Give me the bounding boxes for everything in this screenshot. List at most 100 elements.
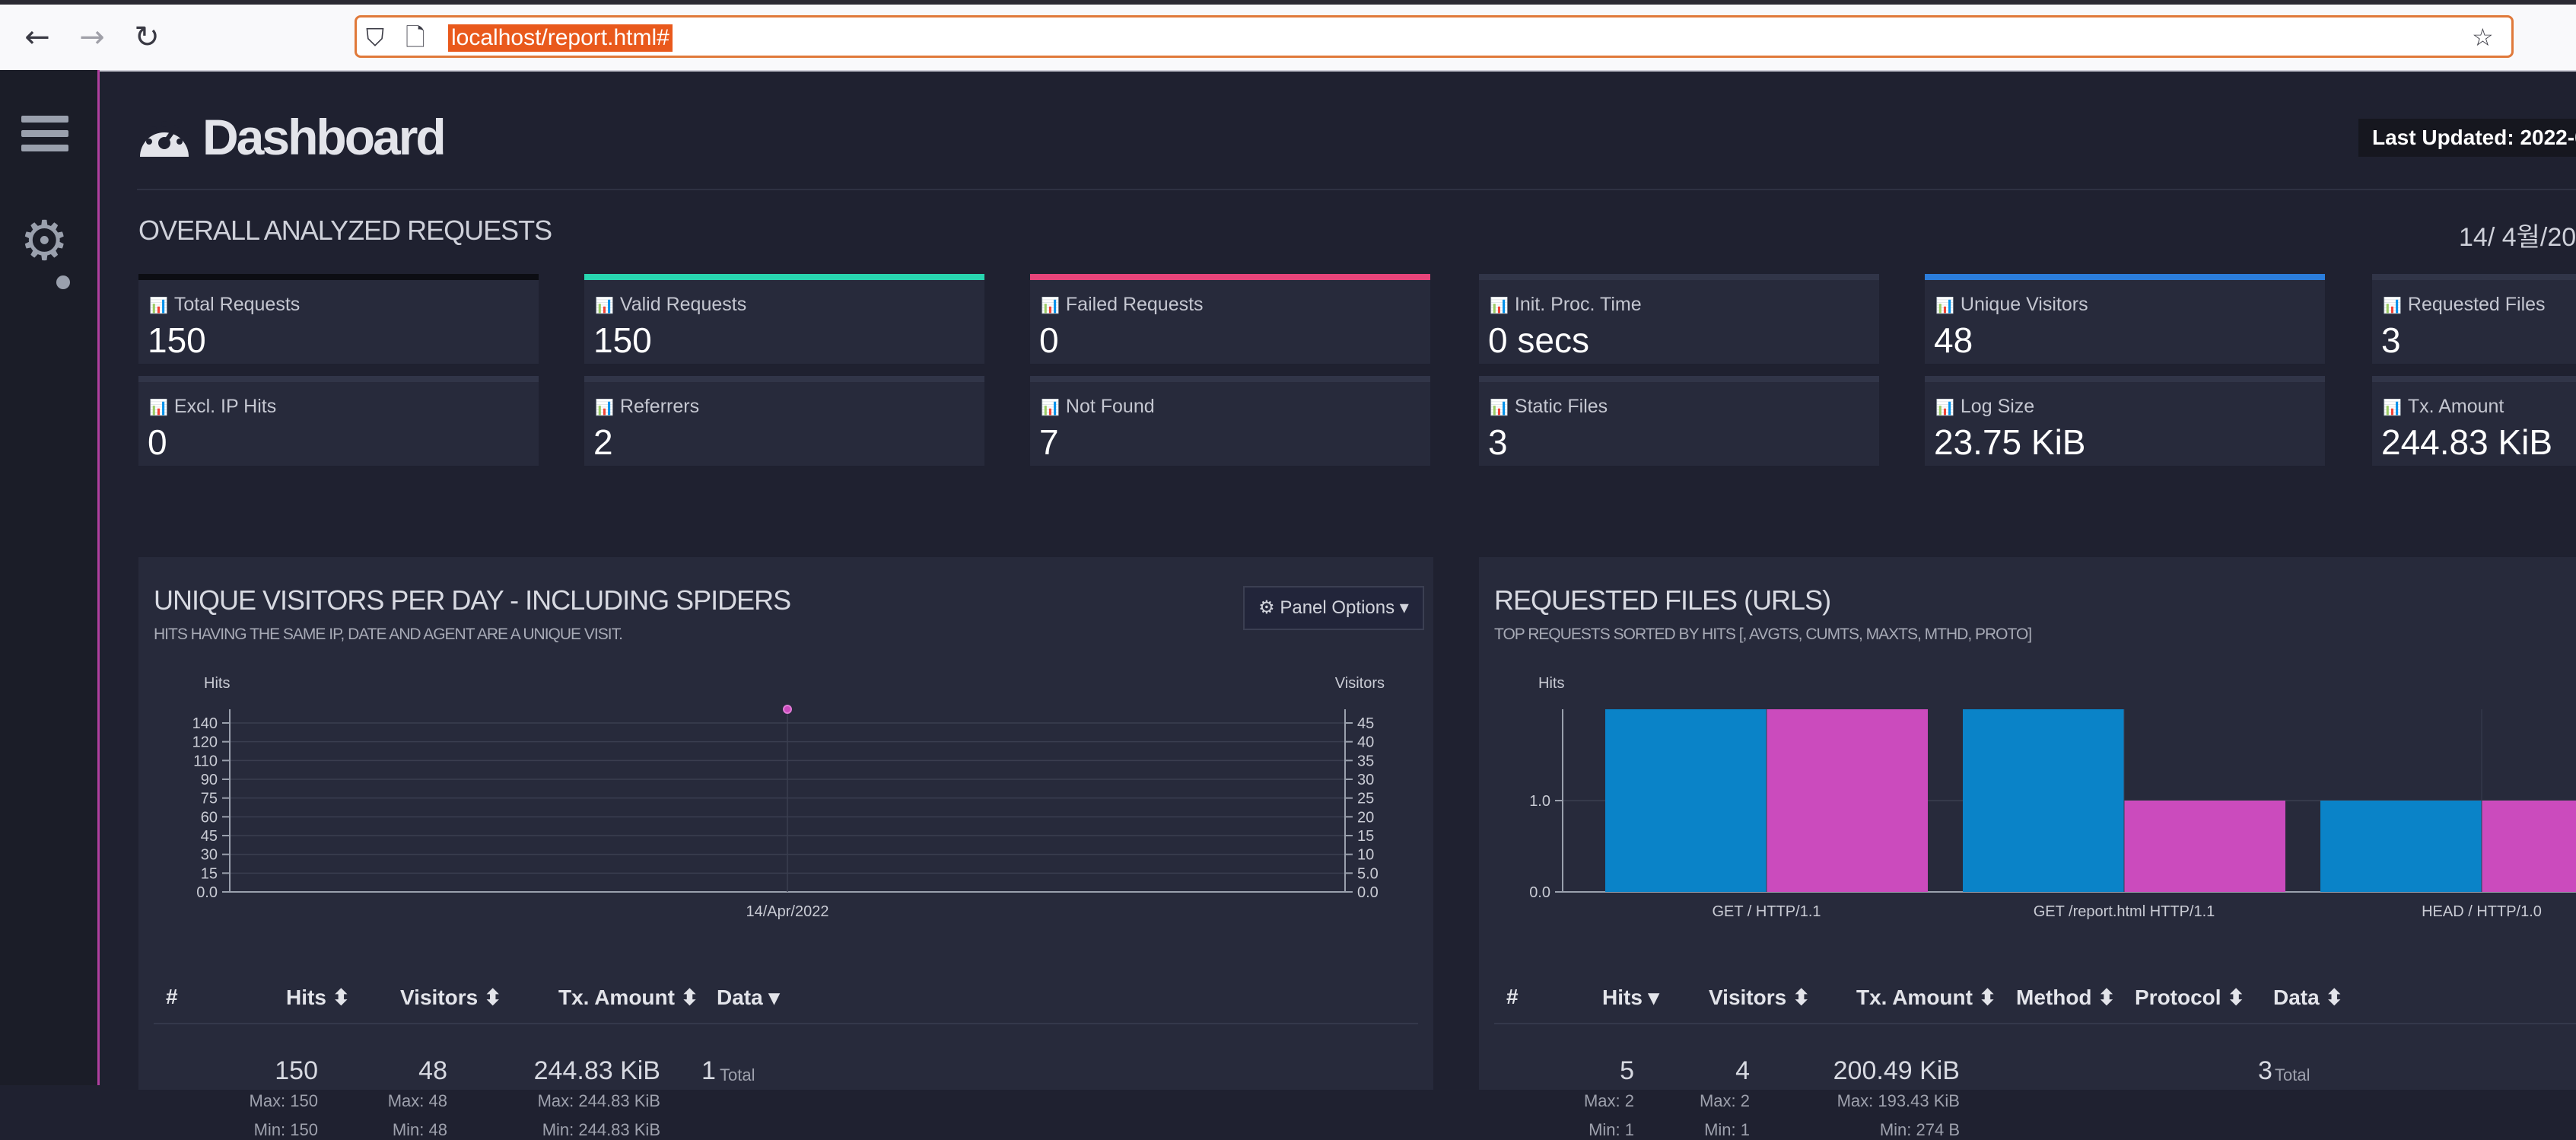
y-axis-label: Hits (204, 675, 230, 692)
col-hits[interactable]: Hits ▾ (1602, 986, 1659, 1009)
card-label: 📊 Tx. Amount (2383, 396, 2504, 417)
card-unique-visitors: 📊 Unique Visitors 48 (1925, 274, 2325, 364)
bar-chart-icon: 📊 (2383, 398, 2402, 416)
card-value: 244.83 KiB (2381, 422, 2553, 462)
data-total-label: Total (720, 1065, 755, 1084)
bar-hits (1963, 709, 2124, 892)
last-updated-badge: Last Updated: 2022-04 (2358, 119, 2576, 157)
card-value: 0 secs (1488, 320, 1589, 360)
card-valid-requests: 📊 Valid Requests 150 (584, 274, 984, 364)
card-log-size: 📊 Log Size 23.75 KiB (1925, 376, 2325, 466)
col-tx-amount[interactable]: Tx. Amount ⬍ (558, 986, 699, 1009)
url-text[interactable]: localhost/report.html# (448, 24, 673, 52)
card-value: 48 (1934, 320, 1973, 360)
divider (137, 189, 2576, 190)
bar-hits (2320, 801, 2482, 892)
tx-max: Max: 193.43 KiB (1837, 1091, 1960, 1110)
card-label: 📊 Init. Proc. Time (1490, 294, 1642, 315)
card-failed-requests: 📊 Failed Requests 0 (1030, 274, 1430, 364)
card-value: 0 (148, 422, 167, 462)
card-label: 📊 Failed Requests (1041, 294, 1204, 315)
panel-options-button[interactable]: ⚙ Panel Options ▾ (1243, 586, 1424, 630)
data-value: 1 (701, 1056, 716, 1085)
visitors-min: Min: 1 (1704, 1120, 1750, 1139)
menu-icon[interactable] (21, 116, 68, 159)
section-title: OVERALL ANALYZED REQUESTS (138, 215, 552, 246)
visitors-point (783, 705, 792, 714)
reload-icon[interactable]: ↻ (134, 20, 160, 55)
y2-tick-label: 0.0 (1357, 884, 1379, 901)
col-index: # (1506, 985, 1519, 1008)
forward-icon[interactable]: → (79, 20, 105, 55)
bar-visitors (2124, 801, 2285, 892)
table-header: # Hits ⬍ Visitors ⬍ Tx. Amount ⬍ Data ▾ (154, 970, 1418, 1024)
visitors-max: Max: 48 (387, 1091, 447, 1110)
visitors-chart: Hits Visitors0.01530456075901101201400.05… (192, 675, 1385, 922)
card-not-found: 📊 Not Found 7 (1030, 376, 1430, 466)
window-top-border (0, 0, 2576, 5)
hits-max: Max: 150 (249, 1091, 319, 1110)
panel-subtitle: HITS HAVING THE SAME IP, DATE AND AGENT … (154, 626, 623, 643)
card-label: 📊 Referrers (595, 396, 700, 417)
tx-min: Min: 274 B (1879, 1120, 1960, 1139)
col-method[interactable]: Method ⬍ (2016, 986, 2116, 1009)
bar-chart-icon: 📊 (1490, 296, 1509, 314)
bar-chart-icon: 📊 (2383, 296, 2402, 314)
bar-visitors (1767, 709, 1928, 892)
col-tx-amount[interactable]: Tx. Amount ⬍ (1856, 986, 1997, 1009)
y2-tick-label: 30 (1357, 772, 1374, 788)
y2-tick-label: 5.0 (1357, 865, 1379, 882)
y2-tick-label: 15 (1357, 828, 1374, 845)
visitors-min: Min: 48 (392, 1120, 447, 1139)
col-hits[interactable]: Hits ⬍ (286, 986, 351, 1009)
main-content: Dashboard Last Updated: 2022-04 OVERALL … (99, 70, 2576, 1139)
bar-chart-icon: 📊 (595, 296, 614, 314)
card-tx-amount: 📊 Tx. Amount 244.83 KiB (2372, 376, 2576, 466)
y2-tick-label: 45 (1357, 715, 1374, 732)
shield-icon[interactable]: ⛉ (366, 23, 385, 52)
bar-chart-icon: 📊 (149, 296, 168, 314)
back-icon[interactable]: ← (24, 20, 50, 55)
y-tick-label: 0.0 (1529, 884, 1550, 901)
col-data[interactable]: Data ▾ (717, 986, 780, 1009)
bar-chart-icon: 📊 (595, 398, 614, 416)
card-value: 3 (2381, 320, 2401, 360)
col-protocol[interactable]: Protocol ⬍ (2135, 986, 2245, 1009)
tx-value: 244.83 KiB (533, 1056, 660, 1085)
x-tick-label: 14/Apr/2022 (746, 903, 829, 920)
card-value: 7 (1039, 422, 1059, 462)
bar-chart-icon: 📊 (149, 398, 168, 416)
settings-gear-icon[interactable]: ⚙ (20, 209, 69, 272)
bookmark-star-icon[interactable]: ☆ (2472, 23, 2494, 52)
visitors-value: 4 (1735, 1056, 1750, 1085)
col-data[interactable]: Data ⬍ (2273, 986, 2343, 1009)
col-visitors[interactable]: Visitors ⬍ (400, 986, 502, 1009)
requested-files-panel: REQUESTED FILES (URLS) TOP REQUESTS SORT… (1479, 557, 2576, 1139)
card-referrers: 📊 Referrers 2 (584, 376, 984, 466)
visitors-panel: UNIQUE VISITORS PER DAY - INCLUDING SPID… (138, 557, 1433, 1139)
card-label: 📊 Log Size (1935, 396, 2035, 417)
legend-hits-label: Hits (1986, 921, 2013, 922)
card-value: 3 (1488, 422, 1508, 462)
hits-value: 150 (275, 1056, 318, 1085)
y-axis-label: Hits (1538, 675, 1564, 692)
card-value: 2 (593, 422, 613, 462)
dashboard-gauge-icon (140, 121, 189, 157)
requested-files-chart: Hits 0.0 1.0 GET / HTTP/1.1 GET /report.html… (1529, 675, 2576, 922)
panel-title: REQUESTED FILES (URLS) (1494, 584, 1831, 616)
page-icon[interactable]: 🗋 (405, 23, 425, 52)
hits-value: 5 (1620, 1056, 1634, 1085)
tx-max: Max: 244.83 KiB (537, 1091, 660, 1110)
address-bar[interactable]: ⛉ 🗋 localhost/report.html# ☆ (355, 15, 2514, 58)
card-value: 150 (148, 320, 206, 360)
col-visitors[interactable]: Visitors ⬍ (1709, 986, 1811, 1009)
bar-hits (1605, 709, 1767, 892)
y-tick-label: 0.0 (196, 884, 218, 901)
bar-chart-icon: 📊 (1041, 296, 1060, 314)
data-total-label: Total (2275, 1065, 2310, 1084)
card-static-files: 📊 Static Files 3 (1479, 376, 1879, 466)
card-label: 📊 Unique Visitors (1935, 294, 2088, 315)
legend-hits-label: Hits (654, 921, 681, 922)
card-value: 23.75 KiB (1934, 422, 2086, 462)
card-label: 📊 Static Files (1490, 396, 1608, 417)
